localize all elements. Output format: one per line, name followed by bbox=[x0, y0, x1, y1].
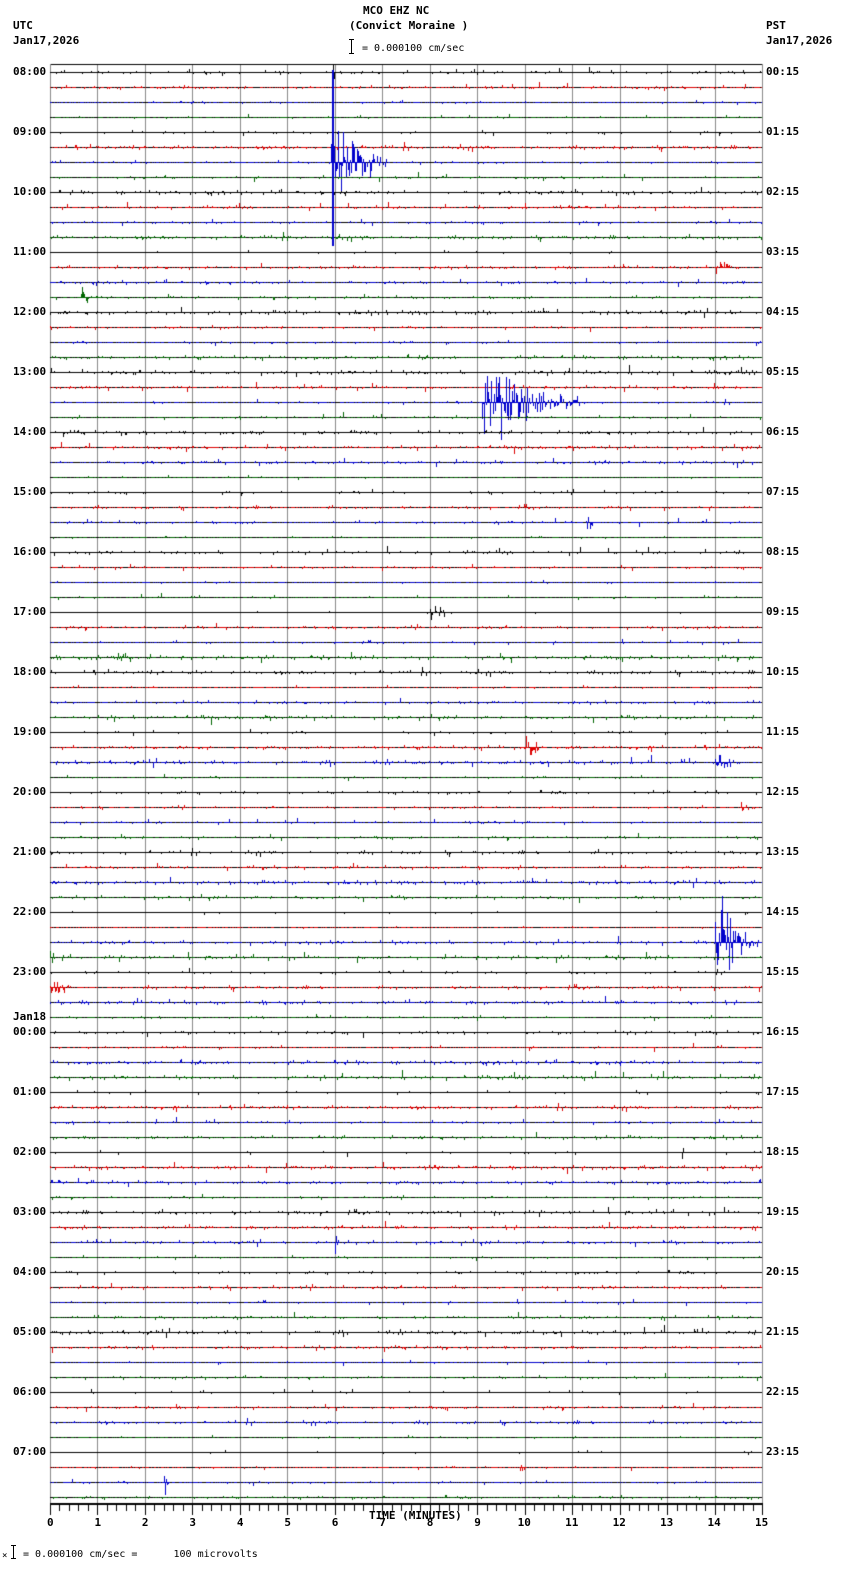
x-tick-label: 13 bbox=[660, 1516, 674, 1529]
x-tick-label: 0 bbox=[47, 1516, 54, 1529]
station-location: (Convict Moraine ) bbox=[349, 19, 469, 32]
pst-label: 10:15 bbox=[766, 665, 800, 678]
pst-label: 05:15 bbox=[766, 365, 800, 378]
x-tick-label: 10 bbox=[517, 1516, 531, 1529]
pst-label: 04:15 bbox=[766, 305, 800, 318]
pst-label: 01:15 bbox=[766, 125, 800, 138]
utc-label: 12:00 bbox=[13, 305, 47, 318]
pst-label: 16:15 bbox=[766, 1025, 800, 1038]
x-tick-label: 6 bbox=[331, 1516, 339, 1529]
x-tick-label: 7 bbox=[379, 1516, 386, 1529]
right-date: Jan17,2026 bbox=[766, 34, 833, 47]
utc-label: 21:00 bbox=[13, 845, 47, 858]
x-tick-label: 15 bbox=[755, 1516, 769, 1529]
x-tick-label: 1 bbox=[94, 1516, 102, 1529]
pst-label: 00:15 bbox=[766, 65, 800, 78]
utc-label: 15:00 bbox=[13, 485, 47, 498]
pst-label: 20:15 bbox=[766, 1265, 800, 1278]
utc-label: 00:00 bbox=[13, 1025, 47, 1038]
utc-label: 07:00 bbox=[13, 1445, 47, 1458]
station-title: MCO EHZ NC bbox=[363, 4, 430, 17]
utc-label: 22:00 bbox=[13, 905, 47, 918]
x-tick-label: 8 bbox=[426, 1516, 434, 1529]
x-tick-label: 14 bbox=[707, 1516, 721, 1529]
utc-label: 05:00 bbox=[13, 1325, 47, 1338]
utc-label: 06:00 bbox=[13, 1385, 47, 1398]
utc-label: 09:00 bbox=[13, 125, 47, 138]
right-timezone: PST bbox=[766, 19, 786, 32]
x-tick-label: 12 bbox=[612, 1516, 626, 1529]
pst-label: 02:15 bbox=[766, 185, 800, 198]
x-tick-label: 11 bbox=[565, 1516, 579, 1529]
x-tick-label: 2 bbox=[141, 1516, 149, 1529]
utc-label: 19:00 bbox=[13, 725, 47, 738]
pst-label: 11:15 bbox=[766, 725, 800, 738]
pst-label: 19:15 bbox=[766, 1205, 800, 1218]
pst-label: 23:15 bbox=[766, 1445, 800, 1458]
pst-label: 12:15 bbox=[766, 785, 800, 798]
pst-label: 07:15 bbox=[766, 485, 800, 498]
footer-scale-label: = 0.000100 cm/sec = 100 microvolts bbox=[23, 1549, 258, 1560]
utc-label: 01:00 bbox=[13, 1085, 47, 1098]
pst-label: 21:15 bbox=[766, 1325, 800, 1338]
pst-label: 14:15 bbox=[766, 905, 800, 918]
utc-label: 02:00 bbox=[13, 1145, 47, 1158]
pst-label: 22:15 bbox=[766, 1385, 800, 1398]
pst-label: 15:15 bbox=[766, 965, 800, 978]
utc-label: 11:00 bbox=[13, 245, 47, 258]
utc-label: 04:00 bbox=[13, 1265, 47, 1278]
utc-label: 18:00 bbox=[13, 665, 47, 678]
x-tick-label: 9 bbox=[474, 1516, 481, 1529]
pst-label: 17:15 bbox=[766, 1085, 800, 1098]
left-date: Jan17,2026 bbox=[13, 34, 80, 47]
x-axis-title: TIME (MINUTES) bbox=[369, 1509, 462, 1522]
scale-label: = 0.000100 cm/sec bbox=[362, 43, 465, 54]
footer-scale-prefix: × bbox=[2, 1551, 8, 1561]
utc-label: 17:00 bbox=[13, 605, 47, 618]
footer-scale-bar-icon bbox=[11, 1545, 16, 1559]
utc-label: 16:00 bbox=[13, 545, 47, 558]
utc-label: 03:00 bbox=[13, 1205, 47, 1218]
utc-label: 20:00 bbox=[13, 785, 47, 798]
pst-label: 08:15 bbox=[766, 545, 800, 558]
utc-label: 14:00 bbox=[13, 425, 47, 438]
left-timezone: UTC bbox=[13, 19, 33, 32]
x-tick-label: 4 bbox=[236, 1516, 244, 1529]
utc-label: 13:00 bbox=[13, 365, 47, 378]
pst-label: 06:15 bbox=[766, 425, 800, 438]
pst-label: 18:15 bbox=[766, 1145, 800, 1158]
scale-bar-icon bbox=[349, 39, 354, 54]
date-change-label: Jan18 bbox=[13, 1010, 47, 1023]
utc-label: 08:00 bbox=[13, 65, 47, 78]
x-tick-label: 5 bbox=[284, 1516, 291, 1529]
utc-label: 10:00 bbox=[13, 185, 47, 198]
pst-label: 03:15 bbox=[766, 245, 800, 258]
pst-label: 13:15 bbox=[766, 845, 800, 858]
utc-label: 23:00 bbox=[13, 965, 47, 978]
pst-label: 09:15 bbox=[766, 605, 800, 618]
x-tick-label: 3 bbox=[189, 1516, 197, 1529]
